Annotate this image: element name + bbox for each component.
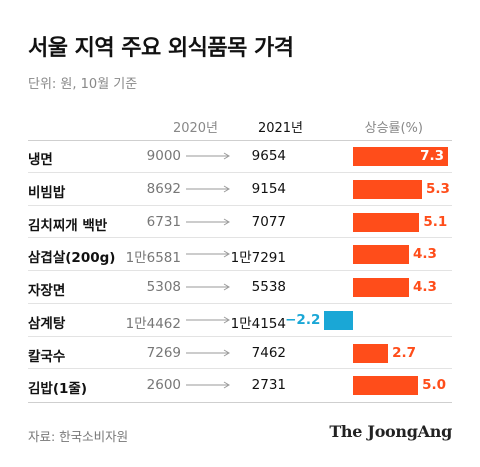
row-price-2020: 7269 (146, 344, 181, 361)
table-row: 김밥(1줄) 2600 2731 5.0 (0, 369, 480, 402)
row-price-2021: 5538 (251, 279, 286, 295)
row-item-name: 삼계탕 (28, 315, 66, 332)
row-price-2021: 2731 (251, 377, 286, 394)
publisher-logo: The JoongAng (329, 422, 452, 441)
rate-label: 5.3 (425, 180, 450, 197)
row-item-name: 칼국수 (28, 348, 66, 365)
row-price-2020: 2600 (146, 377, 181, 394)
row-price-2021: 9654 (251, 148, 286, 164)
rate-bar (353, 376, 419, 396)
rate-bar (324, 310, 353, 330)
arrow-right-icon (186, 250, 230, 258)
table-row: 자장면 5308 5538 4.3 (0, 271, 480, 304)
arrow-right-icon (186, 218, 230, 225)
rate-label: 4.3 (412, 246, 437, 263)
arrow-right-icon (186, 349, 230, 356)
rate-label: 2.7 (392, 344, 417, 361)
rate-label: −2.2 (285, 311, 321, 328)
rate-label: 5.0 (422, 377, 446, 394)
row-item-name: 김치찌개 백반 (28, 217, 108, 234)
rate-bar (353, 343, 389, 363)
table-row: 칼국수 7269 7462 2.7 (0, 337, 480, 370)
row-price-2021: 1만7291 (230, 250, 286, 267)
row-price-2021: 1만4154 (230, 315, 286, 332)
rate-label: 4.3 (412, 279, 437, 295)
unit-note: 단위: 원, 10월 기준 (28, 77, 138, 92)
row-price-2021: 7077 (251, 213, 286, 230)
row-item-name: 김밥(1줄) (28, 381, 87, 398)
table-row: 냉면 9000 9654 7.3 (0, 140, 480, 173)
row-divider (28, 237, 452, 239)
rate-label: 5.1 (423, 213, 448, 230)
arrow-right-icon (186, 316, 230, 324)
row-divider (28, 204, 452, 206)
row-divider (28, 335, 452, 337)
rate-bar (353, 245, 409, 265)
header-2021: 2021년 (257, 121, 303, 136)
row-price-2020: 8692 (146, 180, 181, 197)
chart-title: 서울 지역 주요 외식품목 가격 (28, 36, 294, 61)
rate-bar (353, 179, 422, 199)
rate-bar (353, 278, 409, 297)
table-row: 삼겹살(200g) 1만6581 1만7291 4.3 (0, 238, 480, 271)
table-row: 삼계탕 1만4462 1만4154 −2.2 (0, 304, 480, 337)
header-rate: 상승률(%) (364, 121, 423, 136)
row-price-2020: 9000 (146, 148, 181, 164)
row-price-2020: 6731 (146, 213, 181, 230)
row-item-name: 냉면 (28, 152, 53, 168)
table-row: 김치찌개 백반 6731 7077 5.1 (0, 206, 480, 239)
row-price-2020: 1만4462 (125, 315, 181, 332)
table-top-divider (28, 140, 452, 141)
rate-label: 7.3 (420, 148, 444, 164)
table-row: 비빔밥 8692 9154 5.3 (0, 173, 480, 206)
row-price-2020: 5308 (146, 279, 181, 295)
source-note: 자료: 한국소비자원 (28, 429, 129, 444)
row-price-2021: 7462 (251, 344, 286, 361)
rate-bar (353, 147, 448, 166)
row-divider (28, 302, 452, 304)
row-item-name: 비빔밥 (28, 184, 66, 201)
row-price-2021: 9154 (251, 180, 286, 197)
row-item-name: 자장면 (28, 283, 66, 299)
row-divider (28, 368, 452, 370)
row-divider (28, 171, 452, 173)
arrow-right-icon (186, 381, 230, 389)
header-2020: 2020년 (172, 121, 218, 136)
row-divider (28, 270, 452, 271)
row-price-2020: 1만6581 (125, 250, 181, 267)
arrow-right-icon (186, 152, 230, 160)
rate-bar (353, 212, 420, 232)
arrow-right-icon (186, 185, 230, 193)
row-item-name: 삼겹살(200g) (28, 250, 116, 267)
table-bottom-divider (28, 402, 452, 403)
arrow-right-icon (186, 283, 230, 291)
